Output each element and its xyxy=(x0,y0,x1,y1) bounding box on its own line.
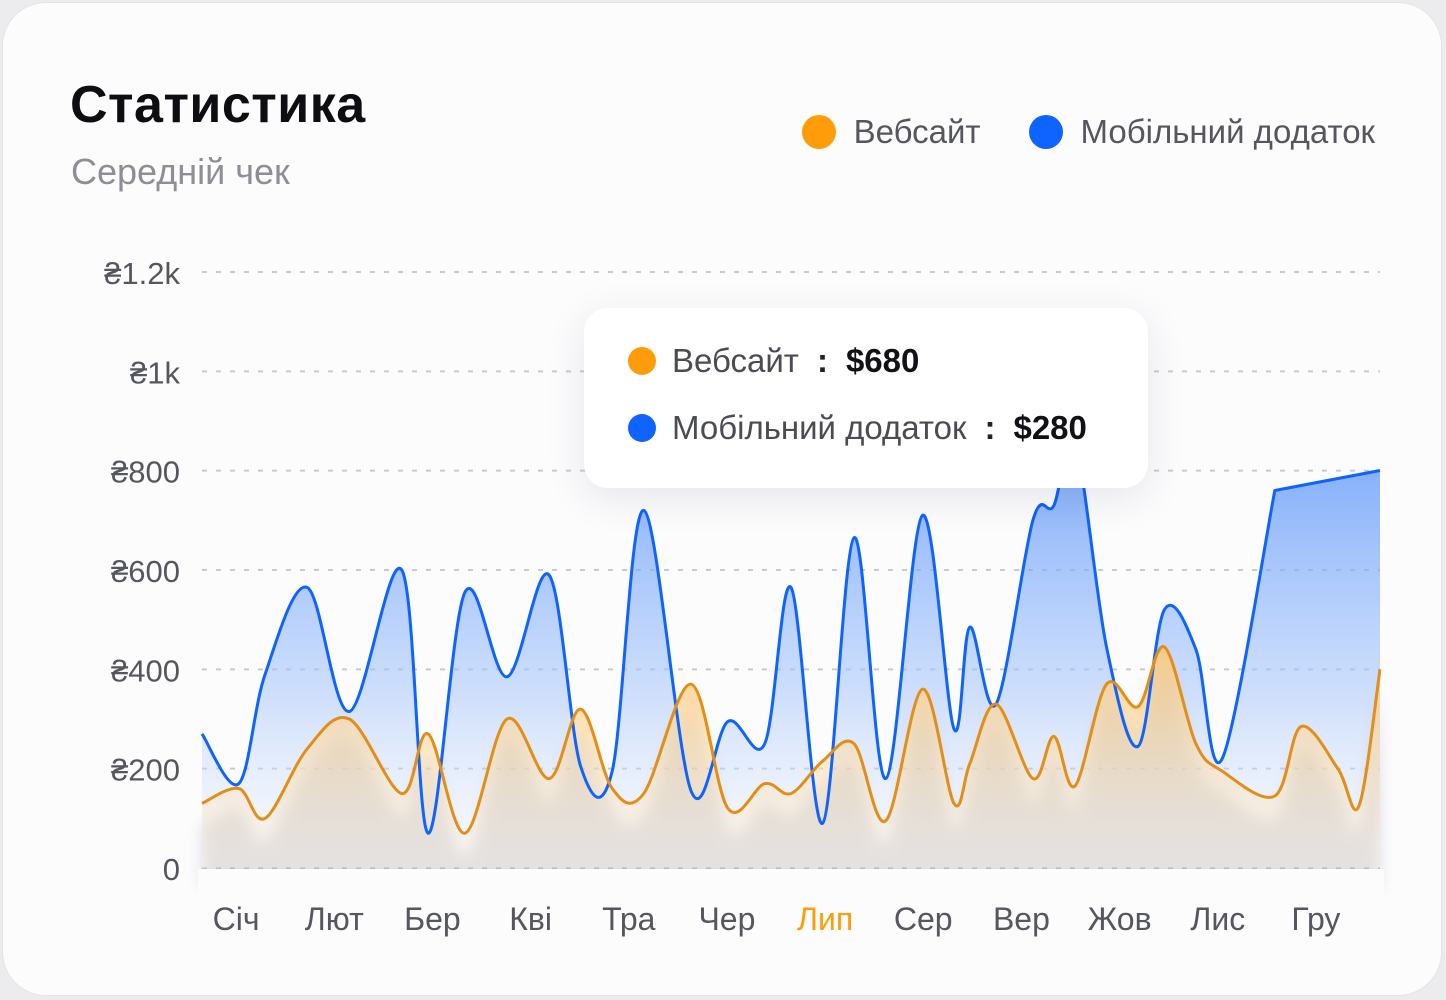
y-tick-label: 0 xyxy=(163,852,180,887)
x-tick-label: Лип xyxy=(797,901,853,937)
legend-label-website: Вебсайт xyxy=(853,113,981,150)
x-tick-label: Жов xyxy=(1088,901,1152,937)
y-tick-label: ₴400 xyxy=(111,653,180,688)
chart-legend: Вебсайт Мобільний додаток xyxy=(801,113,1375,151)
x-tick-label: Лют xyxy=(305,901,364,937)
website-area xyxy=(202,646,1380,868)
tooltip-row-mobile-app: Мобільний додаток : $280 xyxy=(628,409,1148,446)
x-tick-label: Вер xyxy=(993,901,1050,937)
tooltip-separator: : xyxy=(984,409,996,446)
tooltip-value-mobile-app: $280 xyxy=(1013,409,1087,446)
card-title: Статистика xyxy=(70,76,366,134)
legend-item-website[interactable]: Вебсайт xyxy=(801,113,981,151)
y-tick-label: ₴1k xyxy=(130,355,180,390)
tooltip-separator: : xyxy=(816,342,828,379)
x-tick-label: Січ xyxy=(213,901,260,937)
legend-dot-website xyxy=(801,115,836,149)
x-tick-label: Бер xyxy=(404,901,461,937)
y-tick-label: ₴600 xyxy=(111,554,180,589)
website-line xyxy=(201,645,1382,835)
x-tick-label: Тра xyxy=(602,901,656,937)
x-tick-label: Гру xyxy=(1291,901,1340,937)
y-tick-label: ₴1.2k xyxy=(104,256,180,291)
y-tick-label: ₴200 xyxy=(111,753,180,788)
legend-item-mobile-app[interactable]: Мобільний додаток xyxy=(1028,113,1375,151)
x-tick-label: Лис xyxy=(1190,901,1245,937)
chart-tooltip: Вебсайт : $680 Мобільний додаток : $280 xyxy=(584,308,1148,488)
tooltip-dot-website xyxy=(628,347,656,375)
y-tick-label: ₴800 xyxy=(111,455,180,490)
x-tick-label: Чер xyxy=(698,901,755,937)
legend-label-mobile-app: Мобільний додаток xyxy=(1080,113,1375,150)
tooltip-row-website: Вебсайт : $680 xyxy=(628,342,1148,379)
tooltip-label-mobile-app: Мобільний додаток xyxy=(672,409,967,446)
mobile-app-line xyxy=(200,435,1381,835)
x-tick-label: Кві xyxy=(509,901,552,937)
tooltip-label-website: Вебсайт xyxy=(672,342,799,379)
x-tick-label: Сер xyxy=(894,901,953,937)
legend-dot-mobile-app xyxy=(1028,115,1063,149)
tooltip-value-website: $680 xyxy=(845,342,920,379)
card-subtitle: Середній чек xyxy=(71,151,290,192)
baseline-mask xyxy=(198,869,1384,909)
tooltip-dot-mobile-app xyxy=(628,414,656,442)
